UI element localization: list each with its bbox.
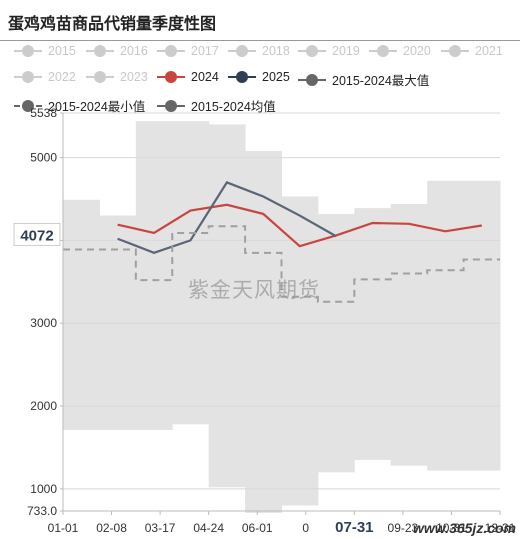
legend-symbol-icon bbox=[86, 71, 114, 83]
legend-symbol-icon bbox=[14, 99, 42, 112]
range-band-month bbox=[245, 150, 282, 513]
range-band-month bbox=[63, 199, 100, 431]
range-band-month bbox=[427, 180, 465, 471]
legend-item-2019[interactable]: 2019 bbox=[298, 44, 360, 58]
axes: 733.0100020003000400050005538407201-0102… bbox=[13, 106, 516, 536]
title-divider bbox=[0, 40, 520, 41]
legend-label: 2015 bbox=[48, 44, 76, 58]
legend-item-2018[interactable]: 2018 bbox=[228, 44, 290, 58]
site-footer: www.365jz.com bbox=[413, 520, 516, 536]
legend-label: 2015-2024最小值 bbox=[48, 100, 146, 114]
legend-item-2023[interactable]: 2023 bbox=[86, 70, 148, 84]
legend-symbol-icon bbox=[157, 99, 185, 112]
legend-label: 2016 bbox=[120, 44, 148, 58]
y-tick-label: 3000 bbox=[30, 316, 57, 330]
x-tick-label: 06-01 bbox=[242, 521, 273, 535]
legend-symbol-icon bbox=[298, 45, 326, 57]
watermark: 紫金天风期货 bbox=[188, 279, 320, 302]
x-tick-label: 01-01 bbox=[48, 521, 79, 535]
legend-label: 2022 bbox=[48, 70, 76, 84]
legend-label: 2021 bbox=[475, 44, 503, 58]
range-band-month bbox=[281, 196, 319, 506]
legend-symbol-icon bbox=[441, 45, 469, 57]
legend-label: 2023 bbox=[120, 70, 148, 84]
legend-symbol-icon bbox=[157, 45, 185, 57]
legend-symbol-icon bbox=[369, 45, 397, 57]
legend-label: 2018 bbox=[262, 44, 290, 58]
x-tick-label: 02-08 bbox=[96, 521, 127, 535]
grid-lines bbox=[63, 112, 500, 490]
legend-label: 2025 bbox=[262, 70, 290, 84]
legend-label: 2015-2024均值 bbox=[191, 100, 276, 114]
range-band-month bbox=[135, 121, 173, 431]
chart-title: 蛋鸡鸡苗商品代销量季度性图 bbox=[8, 14, 217, 33]
y-tick-label: 1000 bbox=[30, 482, 57, 496]
range-band bbox=[63, 121, 501, 513]
x-tick-label: 07-31 bbox=[335, 519, 373, 536]
series-line-mean bbox=[63, 225, 500, 303]
legend-symbol-icon bbox=[228, 45, 256, 57]
legend-item-2020[interactable]: 2020 bbox=[369, 44, 431, 58]
chart-legend: 2015 2016 2017 2018 2019 2020 2021 2022 2023 2024… bbox=[0, 40, 520, 120]
range-band-month bbox=[317, 213, 355, 473]
legend-item-2015-2024均值[interactable]: 2015-2024均值 bbox=[157, 96, 276, 115]
range-band-month bbox=[172, 121, 210, 425]
legend-item-2015-2024最小值[interactable]: 2015-2024最小值 bbox=[14, 96, 145, 115]
series-line-2024 bbox=[117, 203, 482, 248]
y-tick-label: 5000 bbox=[30, 151, 57, 165]
x-tick-label: 03-17 bbox=[145, 521, 176, 535]
range-band-month bbox=[463, 180, 501, 471]
y-value-marker-label: 4072 bbox=[20, 227, 53, 244]
legend-item-2024[interactable]: 2024 bbox=[157, 70, 219, 84]
y-tick-label: 733.0 bbox=[27, 504, 57, 518]
legend-label: 2015-2024最大值 bbox=[332, 74, 430, 88]
legend-item-2022[interactable]: 2022 bbox=[14, 70, 76, 84]
y-tick-label: 2000 bbox=[30, 399, 57, 413]
legend-item-2015[interactable]: 2015 bbox=[14, 44, 76, 58]
legend-item-2021[interactable]: 2021 bbox=[441, 44, 503, 58]
legend-symbol-icon bbox=[298, 73, 326, 86]
legend-item-2025[interactable]: 2025 bbox=[228, 70, 290, 84]
x-tick-label: 04-24 bbox=[193, 521, 224, 535]
legend-label: 2017 bbox=[191, 44, 219, 58]
y-value-marker bbox=[13, 222, 61, 246]
legend-item-2016[interactable]: 2016 bbox=[86, 44, 148, 58]
range-band-month bbox=[354, 208, 392, 460]
legend-label: 2024 bbox=[191, 70, 219, 84]
legend-symbol-icon bbox=[228, 71, 256, 83]
legend-symbol-icon bbox=[157, 71, 185, 83]
x-tick-label: 0 bbox=[302, 521, 309, 535]
legend-label: 2019 bbox=[332, 44, 360, 58]
x-tick-label: 10-31 bbox=[436, 521, 467, 535]
x-tick-label: 12-31 bbox=[485, 521, 516, 535]
legend-symbol-icon bbox=[86, 45, 114, 57]
legend-symbol-icon bbox=[14, 45, 42, 57]
legend-item-2015-2024最大值[interactable]: 2015-2024最大值 bbox=[298, 70, 429, 89]
legend-item-2017[interactable]: 2017 bbox=[157, 44, 219, 58]
range-band-month bbox=[208, 124, 246, 488]
legend-label: 2020 bbox=[403, 44, 431, 58]
series-line-2025 bbox=[117, 181, 337, 254]
legend-symbol-icon bbox=[14, 71, 42, 83]
range-band-month bbox=[390, 203, 428, 466]
y-tick-label: 5538 bbox=[30, 106, 57, 120]
x-tick-label: 09-23 bbox=[388, 521, 419, 535]
series-lines bbox=[63, 181, 500, 303]
